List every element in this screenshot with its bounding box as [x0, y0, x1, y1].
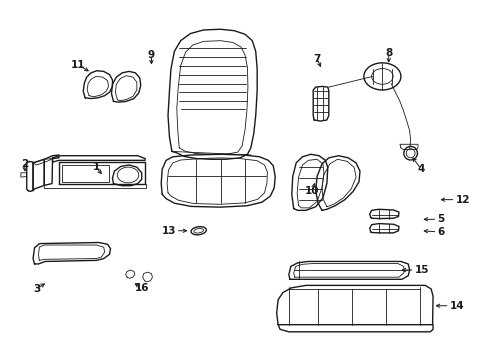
- Text: 1: 1: [93, 162, 100, 172]
- Text: 5: 5: [438, 214, 445, 224]
- Text: 3: 3: [33, 284, 40, 294]
- Text: 6: 6: [438, 227, 445, 237]
- Text: 15: 15: [415, 265, 429, 275]
- Text: 14: 14: [450, 301, 464, 311]
- Text: 11: 11: [71, 60, 86, 70]
- Text: 2: 2: [21, 159, 28, 169]
- Text: 4: 4: [417, 164, 425, 174]
- Text: 9: 9: [148, 50, 155, 60]
- Text: 12: 12: [456, 195, 470, 204]
- Text: 10: 10: [305, 186, 319, 197]
- Bar: [62, 165, 109, 182]
- Text: 16: 16: [134, 283, 149, 293]
- Text: 8: 8: [385, 48, 392, 58]
- Text: 13: 13: [161, 226, 176, 236]
- Text: 7: 7: [314, 54, 321, 64]
